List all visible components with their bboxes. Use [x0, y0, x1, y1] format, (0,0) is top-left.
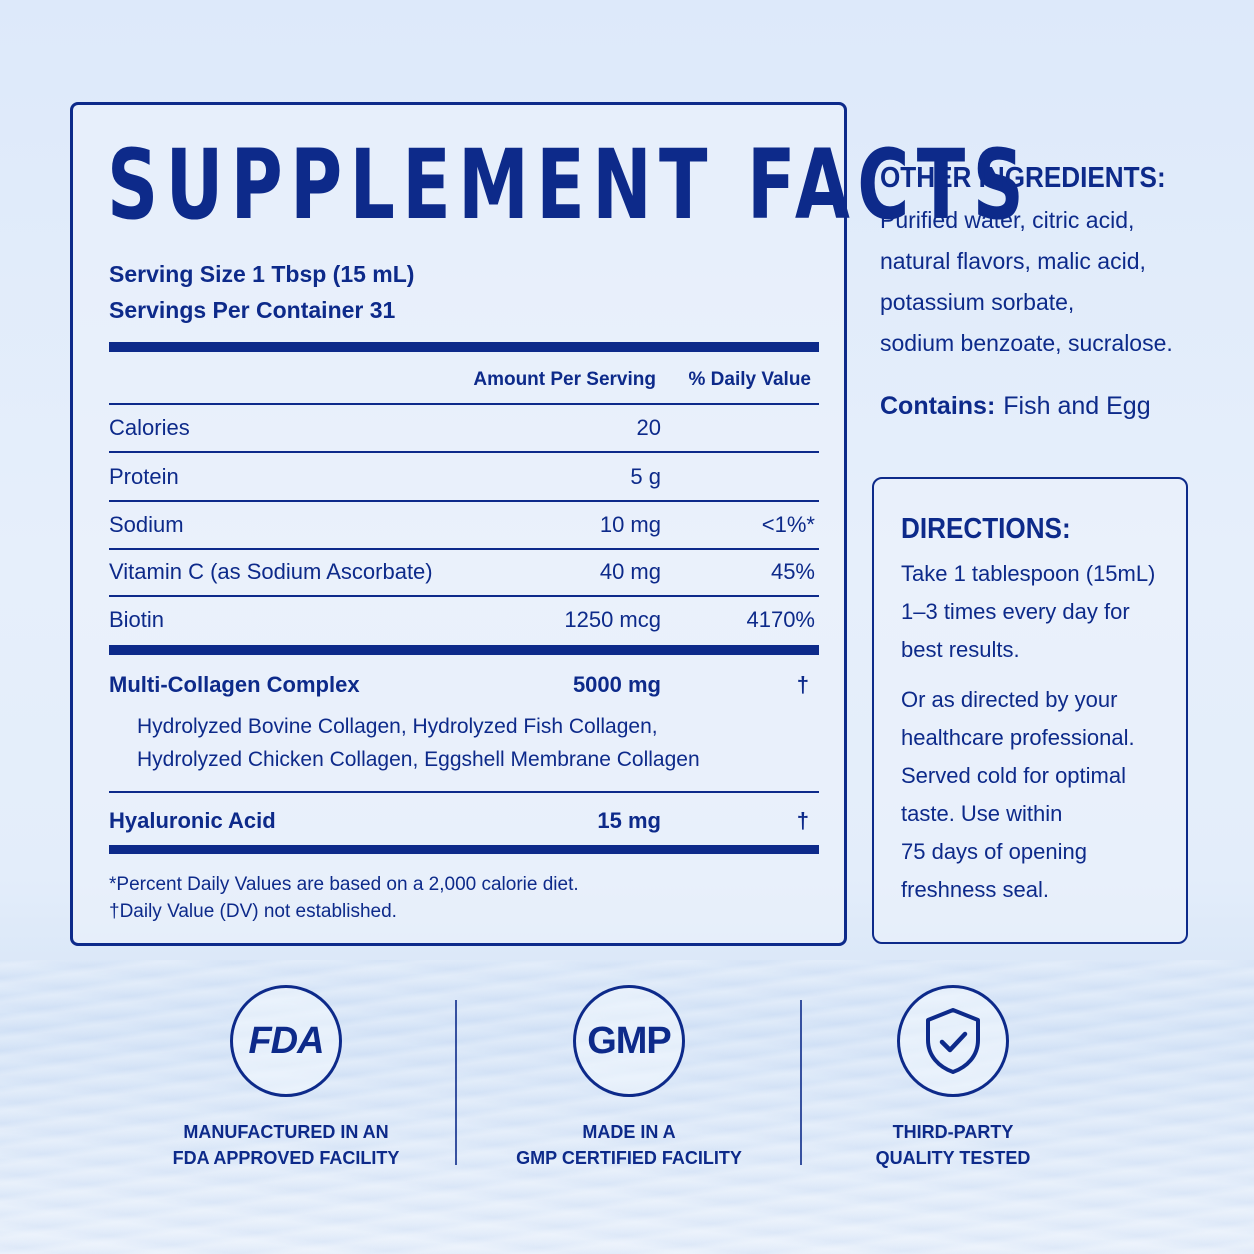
badge-caption-line: FDA APPROVED FACILITY — [172, 1148, 400, 1168]
contains-label: Contains: — [880, 392, 996, 420]
divider-line — [109, 595, 819, 597]
ingredient-line: Purified water, citric acid, — [880, 207, 1135, 233]
directions-line: healthcare professional. — [901, 725, 1135, 750]
table-row: Sodium 10 mg <1%* — [109, 502, 819, 548]
divider-thick — [109, 645, 819, 655]
nutrient-dv: 45% — [770, 559, 815, 584]
collagen-amount: 5000 mg — [572, 672, 661, 697]
collagen-dv: † — [796, 672, 809, 697]
ingredient-line: natural flavors, malic acid, — [880, 248, 1146, 274]
shield-check-svg — [926, 1008, 980, 1074]
panel-title: SUPPLEMENT FACTS — [107, 129, 1032, 241]
directions-line: taste. Use within — [901, 801, 1063, 826]
ingredient-line: potassium sorbate, — [880, 289, 1075, 315]
contains-value: Fish and Egg — [1003, 392, 1151, 420]
supplement-facts-panel: SUPPLEMENT FACTS Serving Size 1 Tbsp (15… — [70, 102, 1024, 946]
badge-caption: MANUFACTURED IN AN FDA APPROVED FACILITY — [146, 1119, 426, 1171]
table-row: Biotin 1250 mcg 4170% — [109, 597, 819, 643]
divider-line — [109, 451, 819, 453]
badge-divider — [455, 1000, 457, 1165]
ingredient-line: sodium benzoate, sucralose. — [880, 330, 1173, 356]
badge-gmp: GMP MADE IN A GMP CERTIFIED FACILITY — [489, 985, 769, 1171]
table-row: Protein 5 g — [109, 454, 819, 500]
allergen-statement: Contains: Fish and Egg — [880, 392, 1151, 421]
nutrient-amount: 5 g — [630, 464, 661, 489]
shield-check-icon — [897, 985, 1009, 1097]
other-ingredients-list: Purified water, citric acid, natural fla… — [880, 200, 1220, 364]
divider-thick — [109, 845, 819, 854]
badge-caption: THIRD-PARTY QUALITY TESTED — [813, 1119, 1093, 1171]
col-amount-header: Amount Per Serving — [473, 369, 656, 390]
servings-per-container: Servings Per Container 31 — [109, 297, 396, 323]
nutrient-name: Protein — [109, 464, 179, 489]
directions-line: 1–3 times every day for — [901, 599, 1130, 624]
directions-paragraph-1: Take 1 tablespoon (15mL) 1–3 times every… — [901, 555, 1171, 669]
directions-line: Take 1 tablespoon (15mL) — [901, 561, 1156, 586]
badge-divider — [800, 1000, 802, 1165]
gmp-icon: GMP — [573, 985, 685, 1097]
nutrient-dv: 4170% — [746, 607, 815, 632]
divider-line — [109, 791, 819, 793]
nutrient-name: Calories — [109, 415, 190, 440]
nutrient-amount: 1250 mcg — [564, 607, 661, 632]
other-ingredients-heading: OTHER INGREDIENTS: — [880, 162, 1166, 194]
table-row: Vitamin C (as Sodium Ascorbate) 40 mg 45… — [109, 549, 819, 595]
nutrient-name: Sodium — [109, 512, 184, 537]
badge-caption-line: GMP CERTIFIED FACILITY — [516, 1148, 742, 1168]
divider-line — [109, 403, 819, 405]
badge-fda: FDA MANUFACTURED IN AN FDA APPROVED FACI… — [146, 985, 426, 1171]
col-dv-header: % Daily Value — [688, 369, 811, 390]
directions-line: 75 days of opening — [901, 839, 1087, 864]
divider-line — [109, 500, 819, 502]
gmp-icon-text: GMP — [587, 1019, 672, 1062]
nutrient-amount: 40 mg — [599, 559, 661, 584]
hyaluronic-dv: † — [796, 808, 809, 833]
collagen-sources-line1: Hydrolyzed Bovine Collagen, Hydrolyzed F… — [137, 715, 658, 738]
directions-line: best results. — [901, 637, 1020, 662]
badge-caption-line: THIRD-PARTY — [892, 1122, 1014, 1142]
directions-box: DIRECTIONS: Take 1 tablespoon (15mL) 1–3… — [872, 477, 1188, 944]
nutrient-amount: 20 — [636, 415, 661, 440]
fda-icon: FDA — [230, 985, 342, 1097]
hyaluronic-amount: 15 mg — [597, 808, 661, 833]
table-row-collagen: Multi-Collagen Complex 5000 mg † — [109, 662, 819, 708]
nutrient-dv: <1%* — [761, 512, 815, 537]
divider-line — [109, 548, 819, 550]
hyaluronic-name: Hyaluronic Acid — [109, 808, 276, 833]
directions-line: freshness seal. — [901, 877, 1049, 902]
badge-caption-line: QUALITY TESTED — [875, 1148, 1031, 1168]
badge-caption: MADE IN A GMP CERTIFIED FACILITY — [489, 1119, 769, 1171]
serving-size: Serving Size 1 Tbsp (15 mL) — [109, 261, 415, 287]
directions-paragraph-2: Or as directed by your healthcare profes… — [901, 681, 1171, 909]
table-row: Calories 20 — [109, 405, 819, 451]
table-row-hyaluronic: Hyaluronic Acid 15 mg † — [109, 798, 819, 844]
badge-caption-line: MANUFACTURED IN AN — [183, 1122, 389, 1142]
divider-thick — [109, 342, 819, 352]
footnote-dv-not-established: †Daily Value (DV) not established. — [109, 901, 397, 922]
directions-line: Served cold for optimal — [901, 763, 1126, 788]
directions-heading: DIRECTIONS: — [901, 513, 1071, 545]
badge-third-party: THIRD-PARTY QUALITY TESTED — [813, 985, 1093, 1171]
badge-caption-line: MADE IN A — [582, 1122, 676, 1142]
directions-line: Or as directed by your — [901, 687, 1118, 712]
nutrient-amount: 10 mg — [599, 512, 661, 537]
collagen-name: Multi-Collagen Complex — [109, 672, 360, 697]
nutrient-name: Vitamin C (as Sodium Ascorbate) — [109, 559, 433, 584]
nutrient-name: Biotin — [109, 607, 165, 632]
fda-icon-text: FDA — [248, 1019, 324, 1062]
collagen-sources-line2: Hydrolyzed Chicken Collagen, Eggshell Me… — [137, 748, 700, 771]
footnote-daily-values: *Percent Daily Values are based on a 2,0… — [109, 874, 579, 895]
